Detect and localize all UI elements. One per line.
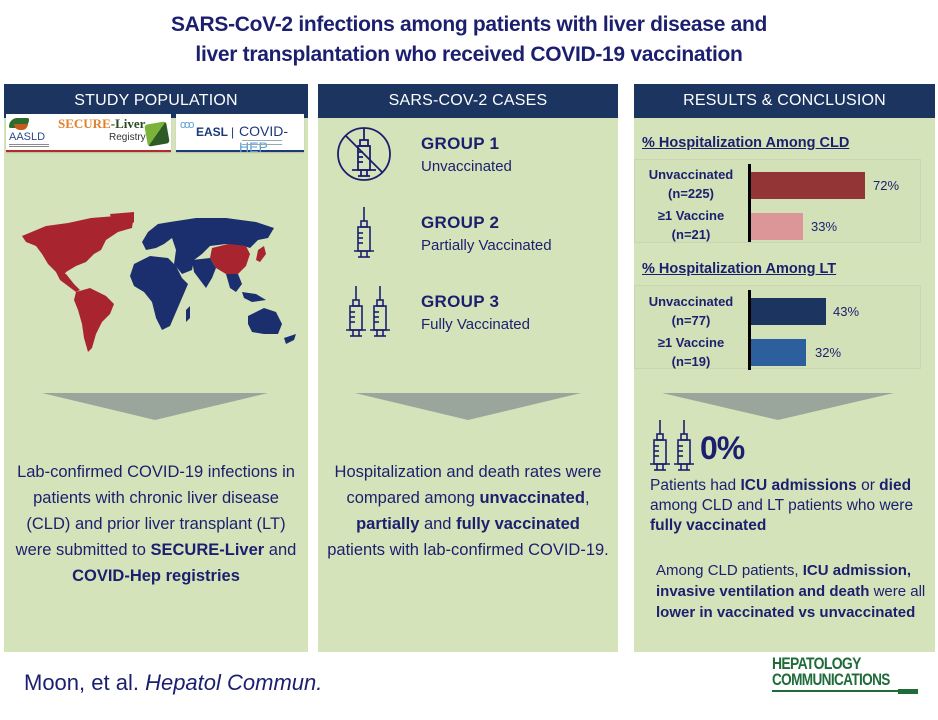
secure-liver-registry-logo: AASLD SECURE-Liver Registry [6,114,171,152]
chart-cld-category-1: Unvaccinated (n=225) [648,167,734,201]
chart-lt-bar-vaccine [751,339,806,366]
aasld-liver-accent-icon [14,124,28,130]
journal-logo-line-2: COMMUNICATIONS [772,670,890,689]
syringe-icon [354,207,374,258]
covid-hep-wordmark: COVID-HEP [239,123,288,155]
group-1-title: GROUP 1 [421,134,500,153]
title-line-2: liver transplantation who received COVID… [195,43,743,66]
chart-title-lt: % Hospitalization Among LT [642,261,837,277]
group-3-title: GROUP 3 [421,292,500,311]
group-2-subtitle: Partially Vaccinated [421,237,552,254]
easl-tagline-decoration [242,140,282,145]
panel-header-study-population: STUDY POPULATION [4,84,308,118]
hepatology-communications-logo: HEPATOLOGY COMMUNICATIONS [772,652,932,700]
virus-icon [144,121,170,147]
easl-dots-icon: ooo [180,119,194,131]
aasld-liver-icon [9,118,29,128]
flow-arrow-down-icon [42,393,268,420]
group-1-subtitle: Unvaccinated [421,158,512,175]
chart-lt-category-2: ≥1 Vaccine (n=19) [657,335,725,369]
icu-death-finding: Patients had ICU admissions or died amon… [650,477,914,534]
cases-description: Hospitalization and death rates were com… [327,463,609,559]
chart-lt-category-1: Unvaccinated (n=77) [648,294,734,328]
logo-separator: | [231,125,235,139]
chart-cld-category-2: ≥1 Vaccine (n=21) [657,208,725,242]
open-access-badge-icon [898,689,918,694]
registry-wordmark: Registry [109,132,146,143]
aasld-wordmark: AASLD [9,131,46,143]
flow-arrow-down-icon [355,393,581,420]
chart-lt: Unvaccinated (n=77) ≥1 Vaccine (n=19) 43… [634,285,921,370]
aasld-tagline-decoration [9,144,49,147]
chart-cld-bar-unvaccinated [751,172,865,199]
two-syringes-icon [650,420,694,471]
no-syringe-icon [337,127,391,181]
chart-cld-value-unvaccinated: 72% [873,178,900,193]
infographic-title: SARS-CoV-2 infections among patients wit… [0,10,938,70]
panel-sars-cov-2-cases: SARS-COV-2 CASES GROUP 1 Unvaccinated GR… [318,84,618,652]
journal-logo-line-1: HEPATOLOGY [772,654,861,673]
group-1-item: GROUP 1 Unvaccinated [318,126,618,182]
panel-header-results: RESULTS & CONCLUSION [634,84,935,118]
flow-arrow-down-icon [662,393,894,420]
chart-cld: Unvaccinated (n=225) ≥1 Vaccine (n=21) 7… [634,159,921,243]
group-3-subtitle: Fully Vaccinated [421,316,530,333]
chart-axis-cld [748,164,751,242]
world-map-icon [22,212,296,352]
group-3-item: GROUP 3 Fully Vaccinated [318,284,618,340]
study-population-description: Lab-confirmed COVID-19 infections in pat… [15,463,297,585]
chart-cld-bar-vaccine [751,213,803,240]
panel-study-population: STUDY POPULATION AASLD SECURE-Liver Regi… [4,84,308,652]
chart-lt-value-unvaccinated: 43% [833,304,860,319]
group-2-item: GROUP 2 Partially Vaccinated [318,205,618,261]
zero-percent-stat: 0% [700,430,745,466]
journal-logo-rule [772,690,914,692]
chart-axis-lt [748,290,751,370]
title-line-1: SARS-CoV-2 infections among patients wit… [170,13,768,36]
chart-lt-bar-unvaccinated [751,298,826,325]
easl-wordmark: EASL [196,125,229,139]
two-syringes-icon [346,286,390,337]
cld-outcomes-finding: Among CLD patients, ICU admission, invas… [656,562,926,621]
group-2-title: GROUP 2 [421,213,500,232]
covid-hep-registry-logo: ooo EASL | COVID-HEP [176,114,304,155]
chart-title-cld: % Hospitalization Among CLD [642,135,850,151]
chart-cld-value-vaccine: 33% [811,219,838,234]
secure-liver-wordmark: SECURE-Liver [58,116,146,131]
chart-lt-value-vaccine: 32% [815,345,842,360]
panel-header-cases: SARS-COV-2 CASES [318,84,618,118]
panel-results-conclusion: RESULTS & CONCLUSION % Hospitalization A… [634,84,935,652]
citation: Moon, et al. Hepatol Commun. [24,670,323,695]
